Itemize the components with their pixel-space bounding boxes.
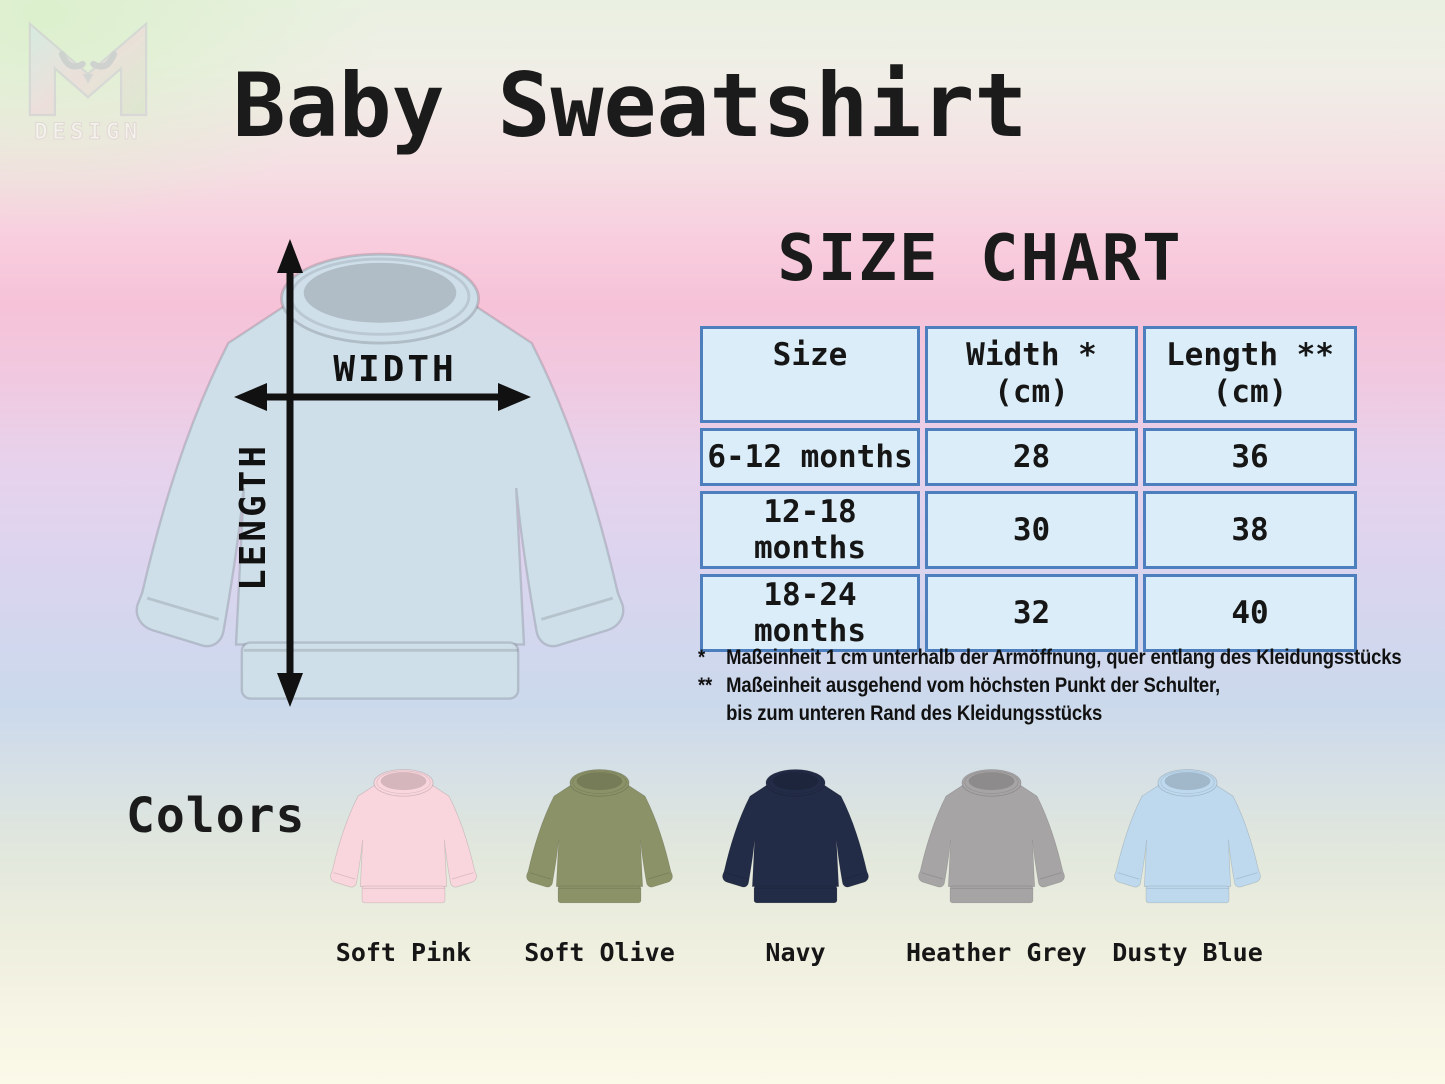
color-swatches: Soft Pink Soft Olive Navy Heather Grey D…: [318, 736, 1273, 967]
length-arrow-label: LENGTH: [233, 443, 274, 591]
footnote-line: bis zum unteren Rand des Kleidungsstücks: [726, 702, 1103, 725]
length-cell: 38: [1143, 491, 1357, 569]
table-header-row: Size Width * (cm) Length ** (cm): [700, 326, 1357, 423]
color-swatch-label: Soft Olive: [524, 938, 675, 967]
page-title: Baby Sweatshirt: [232, 54, 1028, 157]
color-swatch-label: Heather Grey: [906, 938, 1087, 967]
color-swatch-soft-olive: Soft Olive: [514, 736, 685, 967]
brand-logo: DESIGN: [28, 21, 148, 146]
color-swatch-label: Dusty Blue: [1112, 938, 1263, 967]
width-arrow-label: WIDTH: [333, 349, 456, 390]
length-cell: 36: [1143, 428, 1357, 486]
width-cell: 32: [925, 574, 1138, 652]
color-swatch-heather-grey: Heather Grey: [906, 736, 1087, 967]
table-row: 18-24 months 32 40: [700, 574, 1357, 652]
column-header-size: Size: [700, 326, 920, 423]
color-swatch-navy: Navy: [710, 736, 881, 967]
table-row: 6-12 months 28 36: [700, 428, 1357, 486]
measurement-diagram: WIDTH LENGTH: [135, 239, 625, 707]
table-row: 12-18 months 30 38: [700, 491, 1357, 569]
colors-heading: Colors: [126, 788, 306, 844]
sweatshirt-image: [318, 736, 489, 934]
main-sweatshirt-image: [135, 252, 625, 701]
footnotes: * Maßeinheit 1 cm unterhalb der Armöffnu…: [698, 644, 1437, 728]
color-swatch-label: Soft Pink: [335, 938, 472, 967]
sweatshirt-image: [906, 736, 1077, 934]
width-cell: 28: [925, 428, 1138, 486]
width-arrow: [234, 383, 531, 411]
footnote-line: * Maßeinheit 1 cm unterhalb der Armöffnu…: [698, 646, 1402, 669]
color-swatch-label: Navy: [765, 938, 826, 967]
size-chart-heading: SIZE CHART: [777, 222, 1183, 296]
size-cell: 6-12 months: [700, 428, 920, 486]
color-swatch-soft-pink: Soft Pink: [318, 736, 489, 967]
sweatshirt-image: [710, 736, 881, 934]
size-chart-table: Size Width * (cm) Length ** (cm) 6-12 mo…: [695, 321, 1362, 657]
size-cell: 12-18 months: [700, 491, 920, 569]
sweatshirt-image: [514, 736, 685, 934]
column-header-width: Width * (cm): [925, 326, 1138, 423]
length-cell: 40: [1143, 574, 1357, 652]
sweatshirt-image: [1102, 736, 1273, 934]
footnote-line: ** Maßeinheit ausgehend vom höchsten Pun…: [698, 674, 1220, 697]
color-swatch-dusty-blue: Dusty Blue: [1102, 736, 1273, 967]
owl-m-logo-icon: [28, 21, 148, 117]
column-header-length: Length ** (cm): [1143, 326, 1357, 423]
length-arrow: [277, 239, 303, 707]
size-cell: 18-24 months: [700, 574, 920, 652]
brand-logo-text: DESIGN: [34, 119, 142, 145]
width-cell: 30: [925, 491, 1138, 569]
